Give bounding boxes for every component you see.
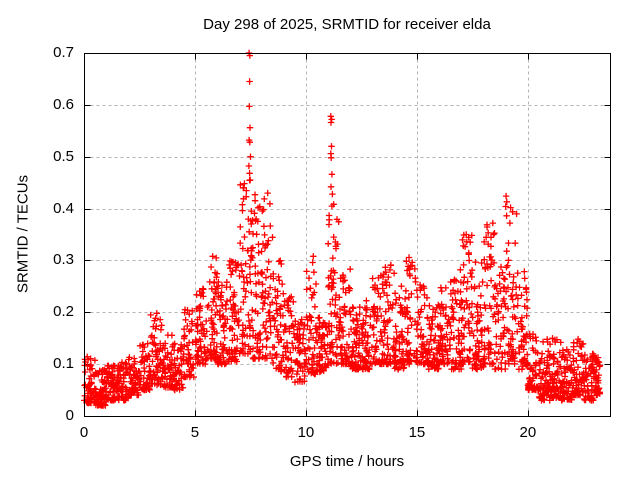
y-tick-label: 0.3 — [53, 251, 74, 269]
x-tick-label: 10 — [297, 424, 315, 441]
y-tick-label: 0.6 — [53, 95, 74, 113]
grid-lines — [84, 53, 611, 417]
scatter-plot — [81, 49, 611, 417]
x-tick-label: 0 — [79, 424, 89, 441]
x-tick-label: 20 — [519, 424, 537, 441]
plot-area — [81, 49, 611, 417]
y-tick-label: 0.5 — [53, 147, 74, 165]
chart-title: Day 298 of 2025, SRMTID for receiver eld… — [203, 16, 491, 33]
y-axis-label: SRMTID / TECUs — [14, 174, 32, 294]
y-tick-label: 0.7 — [53, 44, 74, 61]
scatter-points-srmtid — [81, 49, 604, 409]
y-tick-label: 0.1 — [53, 355, 74, 373]
y-tick-label: 0.2 — [53, 303, 74, 321]
plot-border — [84, 53, 611, 417]
x-tick-label: 5 — [190, 424, 200, 441]
y-tick-label: 0 — [65, 407, 74, 424]
y-tick-label: 0.4 — [53, 199, 74, 217]
x-tick-label: 15 — [408, 424, 426, 441]
x-axis-label: GPS time / hours — [289, 453, 405, 470]
